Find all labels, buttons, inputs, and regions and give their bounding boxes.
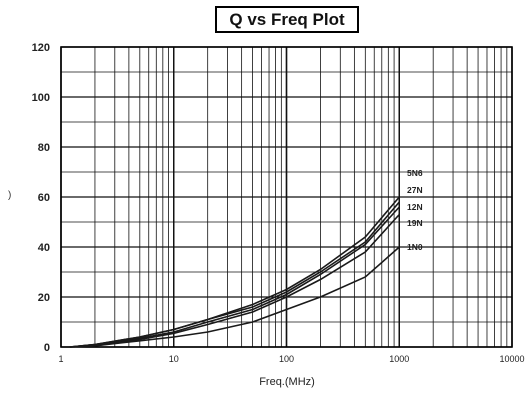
- series-labels: 5N6 27N 12N 19N 1N0: [407, 168, 423, 252]
- series-lines: [69, 196, 400, 348]
- chart-title: Q vs Freq Plot: [215, 6, 359, 33]
- y-tick-label: 100: [32, 92, 50, 104]
- series-label-1n0: 1N0: [407, 242, 423, 252]
- x-tick-label: 1: [58, 354, 63, 364]
- y-tick-label: 20: [38, 292, 50, 304]
- y-axis-label: ): [8, 190, 12, 201]
- y-tick-label: 60: [38, 192, 50, 204]
- x-tick-label: 10000: [499, 354, 524, 364]
- series-line-12n: [69, 206, 400, 348]
- series-label-12n: 12N: [407, 202, 423, 212]
- x-tick-label: 1000: [389, 354, 409, 364]
- series-label-27n: 27N: [407, 185, 423, 195]
- plot-frame: [60, 46, 513, 348]
- series-line-19n: [69, 213, 400, 348]
- y-tick-label: 80: [38, 142, 50, 154]
- y-tick-label: 0: [44, 342, 50, 354]
- x-axis-label: Freq.(MHz): [259, 376, 315, 388]
- grid: [60, 46, 513, 348]
- series-label-19n: 19N: [407, 218, 423, 228]
- y-tick-label: 40: [38, 242, 50, 254]
- x-tick-label: 10: [169, 354, 179, 364]
- series-line-1n0: [69, 246, 400, 348]
- series-label-5n6: 5N6: [407, 168, 423, 178]
- x-tick-label: 100: [279, 354, 294, 364]
- y-tick-label: 120: [32, 42, 50, 54]
